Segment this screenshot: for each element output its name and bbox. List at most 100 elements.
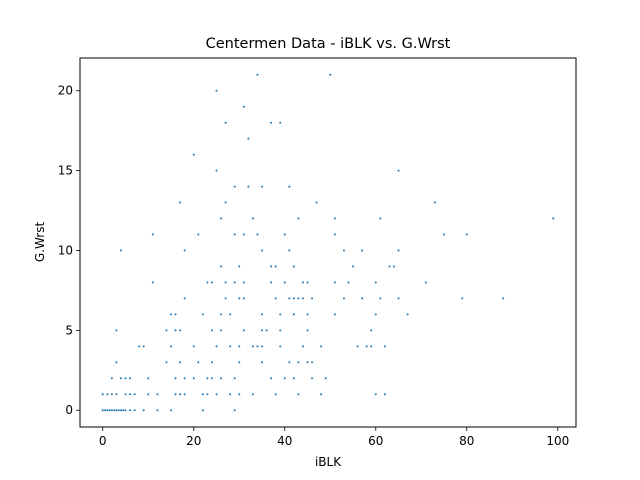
data-point [179, 201, 182, 204]
x-tick-label: 20 [186, 434, 201, 448]
data-point [288, 249, 291, 252]
data-point [392, 265, 395, 268]
x-tick-label: 80 [459, 434, 474, 448]
data-point [174, 313, 177, 316]
data-point [279, 313, 282, 316]
data-point [192, 153, 195, 156]
data-point [129, 393, 132, 396]
data-point [183, 249, 186, 252]
data-point [433, 201, 436, 204]
data-point [461, 297, 464, 300]
data-point [270, 281, 273, 284]
data-point [301, 297, 304, 300]
data-point [233, 281, 236, 284]
data-point [397, 169, 400, 172]
data-point [151, 233, 154, 236]
y-tick-label: 15 [58, 164, 73, 178]
data-point [174, 377, 177, 380]
data-point [192, 345, 195, 348]
data-point [142, 409, 145, 412]
data-point [201, 409, 204, 412]
data-point [297, 361, 300, 364]
data-point [220, 313, 223, 316]
data-point [233, 377, 236, 380]
data-point [210, 329, 213, 332]
data-point [201, 393, 204, 396]
data-point [283, 377, 286, 380]
data-point [383, 393, 386, 396]
data-point [502, 297, 505, 300]
data-point [261, 361, 264, 364]
data-point [215, 89, 218, 92]
data-point [233, 409, 236, 412]
data-point [274, 297, 277, 300]
data-point [279, 345, 282, 348]
data-point [356, 345, 359, 348]
data-point [129, 377, 132, 380]
data-point [288, 297, 291, 300]
data-point [113, 409, 116, 412]
data-point [383, 345, 386, 348]
data-point [110, 409, 113, 412]
data-point [251, 217, 254, 220]
data-point [297, 217, 300, 220]
data-point [306, 281, 309, 284]
data-point [288, 185, 291, 188]
data-point [238, 297, 241, 300]
y-tick-label: 20 [58, 84, 73, 98]
data-point [256, 345, 259, 348]
data-point [206, 393, 209, 396]
data-point [256, 233, 259, 236]
data-point [288, 361, 291, 364]
data-point [238, 361, 241, 364]
data-point [311, 361, 314, 364]
data-point [315, 201, 318, 204]
data-point [552, 217, 555, 220]
data-point [142, 345, 145, 348]
data-point [361, 249, 364, 252]
data-point [229, 345, 232, 348]
data-point [265, 329, 268, 332]
data-point [124, 393, 127, 396]
data-point [129, 409, 132, 412]
data-point [292, 377, 295, 380]
data-point [210, 377, 213, 380]
data-point [306, 313, 309, 316]
data-point [292, 313, 295, 316]
data-point [170, 345, 173, 348]
data-point [115, 409, 118, 412]
data-point [133, 409, 136, 412]
data-point [206, 377, 209, 380]
data-point [297, 393, 300, 396]
data-point [122, 409, 125, 412]
data-point [220, 377, 223, 380]
data-point [242, 233, 245, 236]
data-point [179, 361, 182, 364]
data-point [406, 313, 409, 316]
data-point [156, 393, 159, 396]
data-point [147, 377, 150, 380]
data-point [124, 409, 127, 412]
data-point [229, 393, 232, 396]
data-point [297, 297, 300, 300]
data-point [283, 281, 286, 284]
data-point [220, 329, 223, 332]
data-point [170, 409, 173, 412]
data-point [174, 393, 177, 396]
data-point [397, 297, 400, 300]
data-point [261, 345, 264, 348]
data-point [320, 345, 323, 348]
data-point [215, 393, 218, 396]
y-tick-label: 10 [58, 243, 73, 257]
data-point [333, 313, 336, 316]
x-tick-label: 0 [99, 434, 107, 448]
data-point [261, 185, 264, 188]
data-point [238, 345, 241, 348]
data-point [311, 377, 314, 380]
data-point [233, 185, 236, 188]
data-point [215, 345, 218, 348]
x-axis-ticks: 0 20 40 60 80 100 [99, 427, 569, 448]
data-point [210, 361, 213, 364]
data-point [388, 265, 391, 268]
